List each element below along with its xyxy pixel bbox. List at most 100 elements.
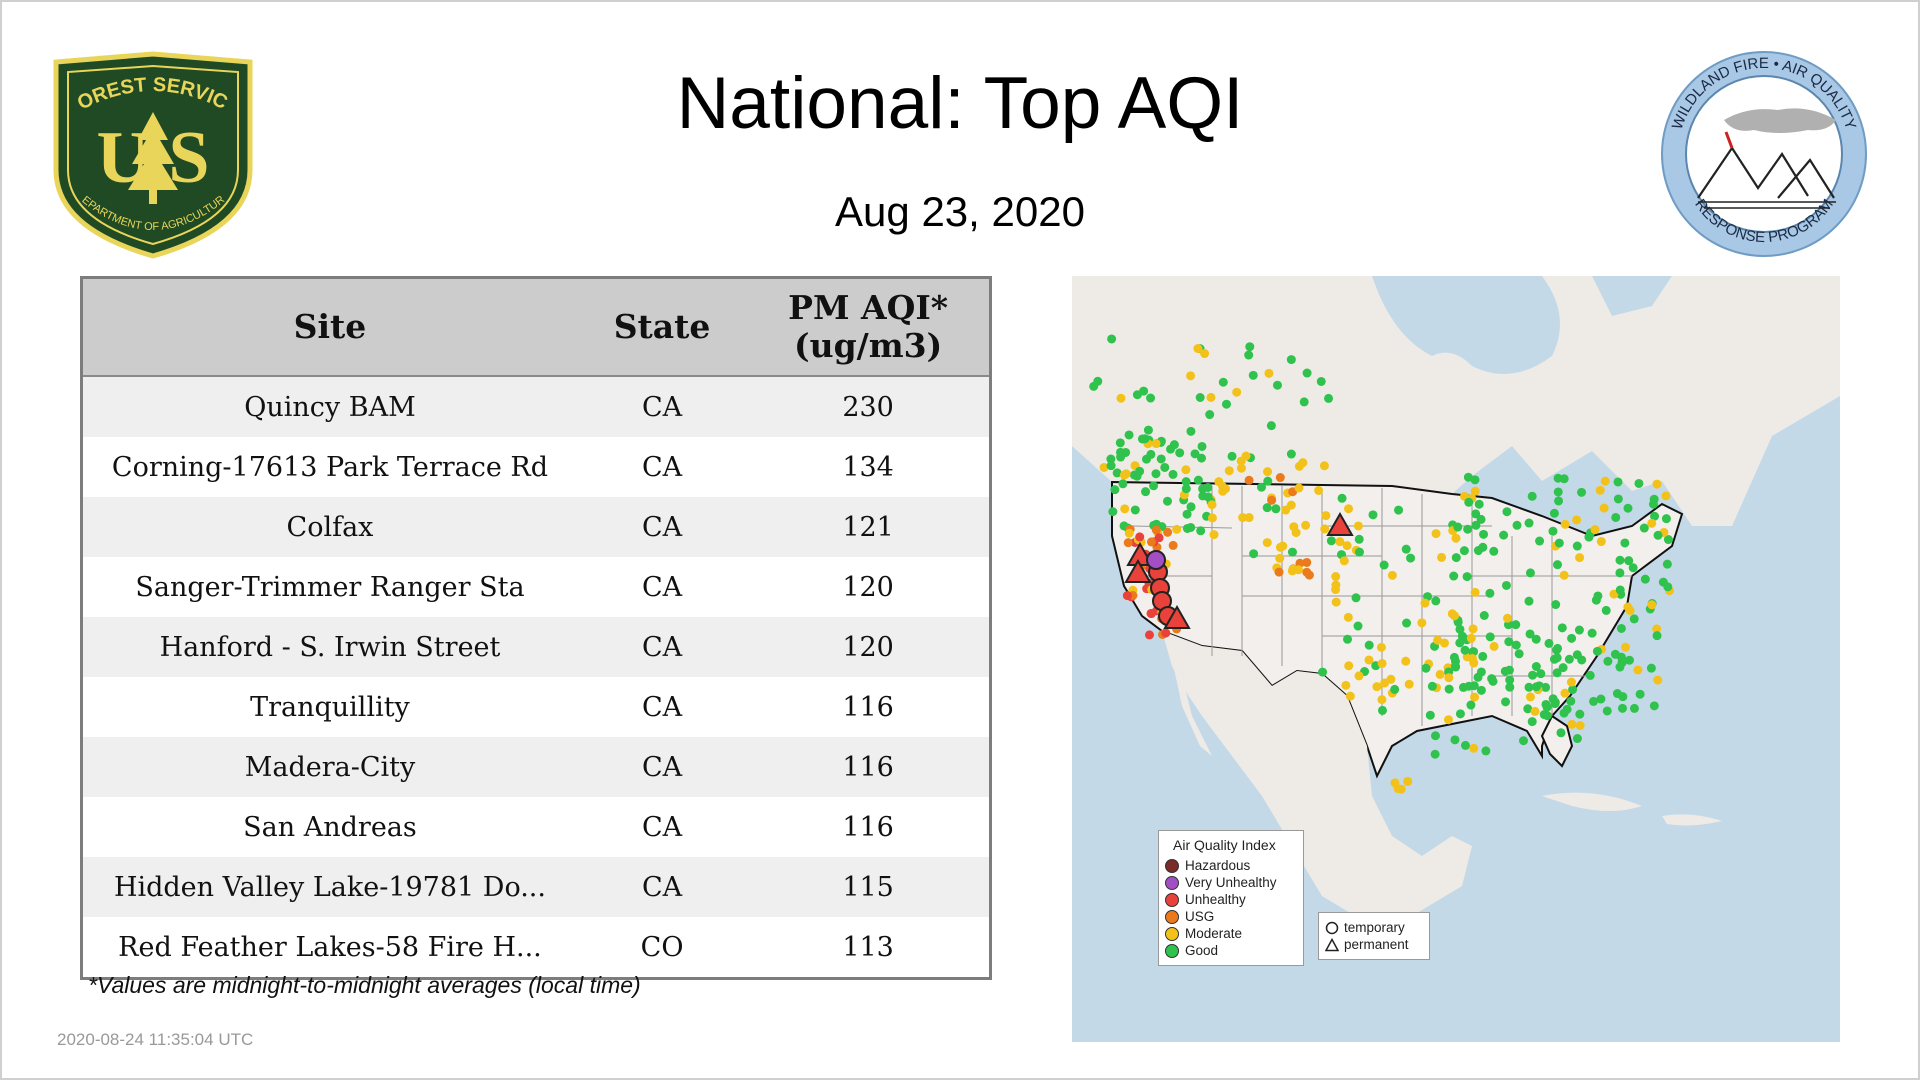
monitor-marker (1393, 784, 1403, 794)
monitor-marker (1431, 529, 1441, 539)
monitor-marker (1469, 743, 1479, 753)
monitor-marker (1390, 684, 1400, 694)
moderate-dot-icon (1165, 926, 1179, 941)
monitor-marker (1244, 350, 1254, 360)
monitor-marker (1203, 492, 1213, 502)
monitor-marker (1600, 476, 1610, 486)
monitor-marker (1267, 495, 1277, 505)
monitor-marker (1610, 649, 1620, 659)
monitor-marker (1116, 452, 1126, 462)
monitor-marker (1291, 528, 1301, 538)
mountains-icon (1697, 146, 1835, 199)
monitor-marker (1462, 572, 1472, 582)
monitor-marker (1342, 541, 1352, 551)
cell-aqi: 230 (747, 376, 991, 437)
monitor-marker (1478, 651, 1488, 661)
permanent-monitor-marker (1163, 604, 1191, 629)
monitor-marker (1596, 694, 1606, 704)
monitor-marker (1425, 710, 1435, 720)
monitor-marker (1331, 572, 1341, 582)
monitor-marker (1653, 675, 1663, 685)
table-row: Red Feather Lakes-58 Fire H... CO 113 (81, 917, 991, 979)
monitor-marker (1168, 540, 1178, 550)
monitor-marker (1287, 547, 1297, 557)
monitor-marker (1130, 505, 1140, 515)
monitor-marker (1471, 520, 1481, 530)
monitor-marker (1343, 634, 1353, 644)
monitor-marker (1466, 633, 1476, 643)
table-row: Colfax CA 121 (81, 497, 991, 557)
legend-item-usg: USG (1165, 908, 1295, 925)
monitor-marker (1449, 571, 1459, 581)
monitor-marker (1151, 525, 1161, 535)
aqi-map[interactable]: Air Quality Index Hazardous Very Unhealt… (1072, 276, 1840, 1042)
triangle-icon (1325, 937, 1339, 951)
monitor-marker (1218, 377, 1228, 387)
map-canvas (1072, 276, 1840, 926)
monitor-marker (1499, 530, 1509, 540)
monitor-marker (1364, 655, 1374, 665)
monitor-marker (1528, 670, 1538, 680)
monitor-marker (1181, 484, 1191, 494)
monitor-marker (1430, 731, 1440, 741)
monitor-marker (1302, 368, 1312, 378)
monitor-marker (1197, 441, 1207, 451)
cell-site: Colfax (81, 497, 577, 557)
generated-timestamp: 2020-08-24 11:35:04 UTC (57, 1030, 254, 1049)
monitor-marker (1200, 349, 1210, 359)
monitor-marker (1286, 355, 1296, 365)
monitor-marker (1489, 641, 1499, 651)
monitor-marker (1531, 662, 1541, 672)
monitor-marker (1558, 663, 1568, 673)
monitor-marker (1531, 682, 1541, 692)
monitor-marker (1575, 721, 1585, 731)
monitor-marker (1568, 685, 1578, 695)
monitor-marker (1602, 706, 1612, 716)
cell-site: Corning-17613 Park Terrace Rd (81, 437, 577, 497)
monitor-marker (1364, 640, 1374, 650)
monitor-marker (1244, 475, 1254, 485)
monitor-marker (1195, 393, 1205, 403)
permanent-monitor-marker (1326, 511, 1354, 536)
monitor-marker (1209, 530, 1219, 540)
monitor-marker (1264, 368, 1274, 378)
cell-state: CA (576, 497, 748, 557)
monitor-marker (1652, 631, 1662, 641)
monitor-marker (1556, 728, 1566, 738)
permanent-label: permanent (1344, 937, 1409, 952)
monitor-marker (1459, 546, 1469, 556)
monitor-marker (1387, 570, 1397, 580)
monitor-marker (1141, 487, 1151, 497)
monitor-marker (1524, 682, 1534, 692)
monitor-marker (1275, 473, 1285, 483)
monitor-marker (1344, 504, 1354, 514)
monitor-marker (1379, 560, 1389, 570)
monitor-marker (1464, 681, 1474, 691)
monitor-marker (1623, 602, 1633, 612)
monitor-marker (1617, 658, 1627, 668)
monitor-marker (1620, 538, 1630, 548)
monitor-marker (1206, 392, 1216, 402)
monitor-marker (1444, 673, 1454, 683)
monitor-marker (1618, 692, 1628, 702)
monitor-marker (1245, 342, 1255, 352)
legend-label: Good (1185, 943, 1219, 958)
table-row: Quincy BAM CA 230 (81, 376, 991, 437)
monitor-marker (1314, 485, 1324, 495)
monitor-marker (1560, 688, 1570, 698)
monitor-marker (1182, 523, 1192, 533)
monitor-marker (1331, 580, 1341, 590)
monitor-marker (1232, 387, 1242, 397)
monitor-marker (1629, 703, 1639, 713)
monitor-marker (1337, 493, 1347, 503)
monitor-marker (1633, 665, 1643, 675)
monitor-marker (1443, 715, 1453, 725)
monitor-marker (1186, 426, 1196, 436)
monitor-marker (1640, 574, 1650, 584)
monitor-marker (1343, 612, 1353, 622)
monitor-marker (1663, 582, 1673, 592)
monitor-marker (1435, 669, 1445, 679)
tree-icon (128, 112, 178, 204)
monitor-marker (1203, 482, 1213, 492)
monitor-marker (1628, 563, 1638, 573)
